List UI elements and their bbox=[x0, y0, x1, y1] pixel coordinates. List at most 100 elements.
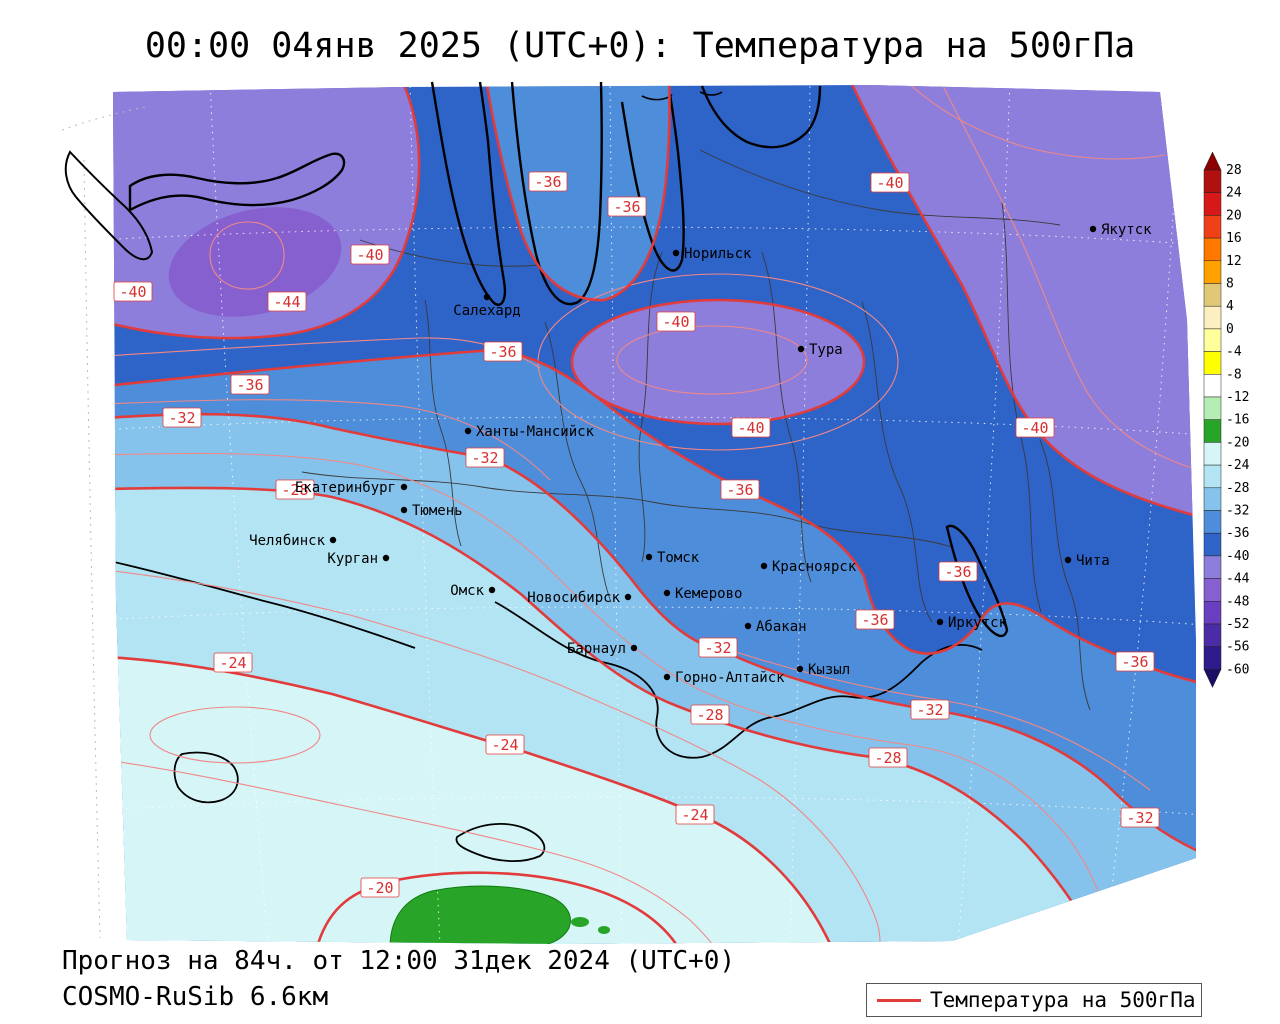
contour-label: -32 bbox=[699, 638, 737, 657]
colorbar-band bbox=[1204, 511, 1221, 534]
contour-label: -36 bbox=[721, 480, 759, 499]
colorbar-band bbox=[1204, 215, 1221, 238]
svg-text:-44: -44 bbox=[273, 293, 300, 311]
contour-label: -36 bbox=[529, 172, 567, 191]
colorbar-band bbox=[1204, 488, 1221, 511]
contour-label: -36 bbox=[231, 375, 269, 394]
svg-text:-32: -32 bbox=[168, 409, 195, 427]
colorbar-tick-label: -56 bbox=[1226, 640, 1249, 655]
svg-text:-36: -36 bbox=[1121, 653, 1148, 671]
colorbar-band bbox=[1204, 374, 1221, 397]
model-info: COSMO-RuSib 6.6км bbox=[62, 982, 328, 1012]
city-marker: Новосибирск bbox=[527, 590, 631, 606]
colorbar-tick-label: -32 bbox=[1226, 504, 1249, 519]
colorbar-tick-label: -28 bbox=[1226, 481, 1249, 496]
colorbar-tick-label: -36 bbox=[1226, 526, 1249, 541]
colorbar: 2824201612840-4-8-12-16-20-24-28-32-36-4… bbox=[1204, 152, 1250, 687]
colorbar-band bbox=[1204, 533, 1221, 556]
contour-label: -32 bbox=[163, 408, 201, 427]
contour-label: -32 bbox=[466, 448, 504, 467]
colorbar-tick-label: 24 bbox=[1226, 186, 1242, 201]
colorbar-tick-label: 16 bbox=[1226, 231, 1242, 246]
city-label: Якутск bbox=[1101, 222, 1152, 238]
colorbar-tick-label: -60 bbox=[1226, 662, 1249, 677]
weather-map: -36-36-40-40-40-44-40-36-36-32-40-40-32-… bbox=[0, 0, 1280, 1024]
contour-label: -36 bbox=[856, 610, 894, 629]
city-label: Курган bbox=[327, 551, 378, 567]
map-legend: Температура на 500гПа bbox=[866, 983, 1202, 1017]
contour-label: -36 bbox=[1116, 652, 1154, 671]
city-marker: Екатеринбург bbox=[295, 480, 407, 496]
city-label: Екатеринбург bbox=[295, 480, 396, 496]
svg-text:-40: -40 bbox=[662, 313, 689, 331]
colorbar-tick-label: -16 bbox=[1226, 413, 1249, 428]
colorbar-band bbox=[1204, 170, 1221, 193]
svg-text:-40: -40 bbox=[119, 283, 146, 301]
city-marker: Иркутск bbox=[937, 615, 1008, 631]
svg-text:-36: -36 bbox=[489, 343, 516, 361]
contour-label: -32 bbox=[911, 700, 949, 719]
contour-label: -24 bbox=[486, 735, 524, 754]
forecast-info: Прогноз на 84ч. от 12:00 31дек 2024 (UTC… bbox=[62, 946, 735, 976]
svg-text:-28: -28 bbox=[874, 749, 901, 767]
svg-text:-20: -20 bbox=[366, 879, 393, 897]
colorbar-band bbox=[1204, 647, 1221, 670]
temperature-line-sample bbox=[877, 999, 921, 1002]
colorbar-band bbox=[1204, 624, 1221, 647]
contour-label: -20 bbox=[361, 878, 399, 897]
city-label: Тюмень bbox=[412, 503, 463, 519]
city-marker: Ханты-Мансийск bbox=[465, 424, 595, 440]
city-label: Барнаул bbox=[567, 641, 626, 657]
contour-label: -24 bbox=[214, 653, 252, 672]
city-label: Абакан bbox=[756, 619, 807, 635]
city-label: Кызыл bbox=[808, 662, 850, 678]
city-label: Горно-Алтайск bbox=[675, 670, 785, 686]
svg-text:-32: -32 bbox=[471, 449, 498, 467]
svg-text:-32: -32 bbox=[704, 639, 731, 657]
svg-text:-36: -36 bbox=[861, 611, 888, 629]
colorbar-tick-label: 12 bbox=[1226, 254, 1242, 269]
city-label: Чита bbox=[1076, 553, 1110, 569]
colorbar-tick-label: -20 bbox=[1226, 435, 1249, 450]
colorbar-tick-label: 4 bbox=[1226, 299, 1234, 314]
colorbar-tick-label: -4 bbox=[1226, 345, 1242, 360]
colorbar-band bbox=[1204, 352, 1221, 375]
colorbar-tick-label: -44 bbox=[1226, 572, 1250, 587]
colorbar-band bbox=[1204, 420, 1221, 443]
svg-text:-36: -36 bbox=[726, 481, 753, 499]
colorbar-tick-label: -12 bbox=[1226, 390, 1249, 405]
city-label: Томск bbox=[657, 550, 700, 566]
colorbar-tick-label: 28 bbox=[1226, 163, 1242, 178]
svg-text:-32: -32 bbox=[916, 701, 943, 719]
colorbar-tick-label: -24 bbox=[1226, 458, 1250, 473]
svg-text:-40: -40 bbox=[876, 174, 903, 192]
colorbar-band bbox=[1204, 306, 1221, 329]
colorbar-band bbox=[1204, 442, 1221, 465]
contour-label: -32 bbox=[1121, 808, 1159, 827]
colorbar-arrow-bottom bbox=[1204, 669, 1221, 687]
city-marker: Кемерово bbox=[664, 586, 743, 602]
contour-label: -28 bbox=[691, 705, 729, 724]
colorbar-band bbox=[1204, 193, 1221, 216]
svg-text:-24: -24 bbox=[491, 736, 518, 754]
contour-label: -40 bbox=[657, 312, 695, 331]
city-label: Красноярск bbox=[772, 559, 857, 575]
svg-text:-40: -40 bbox=[356, 246, 383, 264]
city-label: Иркутск bbox=[948, 615, 1008, 631]
colorbar-band bbox=[1204, 284, 1221, 307]
city-marker: Норильск bbox=[673, 246, 752, 262]
weather-map-page: 00:00 04янв 2025 (UTC+0): Температура на… bbox=[0, 0, 1280, 1024]
city-label: Новосибирск bbox=[527, 590, 620, 606]
svg-text:-32: -32 bbox=[1126, 809, 1153, 827]
colorbar-band bbox=[1204, 579, 1221, 602]
colorbar-tick-label: 0 bbox=[1226, 322, 1234, 337]
colorbar-band bbox=[1204, 556, 1221, 579]
city-label: Ханты-Мансийск bbox=[476, 424, 595, 440]
contour-label: -40 bbox=[351, 245, 389, 264]
contour-label: -28 bbox=[869, 748, 907, 767]
svg-text:-24: -24 bbox=[219, 654, 246, 672]
city-marker: Горно-Алтайск bbox=[664, 670, 785, 686]
city-label: Норильск bbox=[684, 246, 752, 262]
legend-label: Температура на 500гПа bbox=[930, 988, 1196, 1012]
colorbar-band bbox=[1204, 601, 1221, 624]
